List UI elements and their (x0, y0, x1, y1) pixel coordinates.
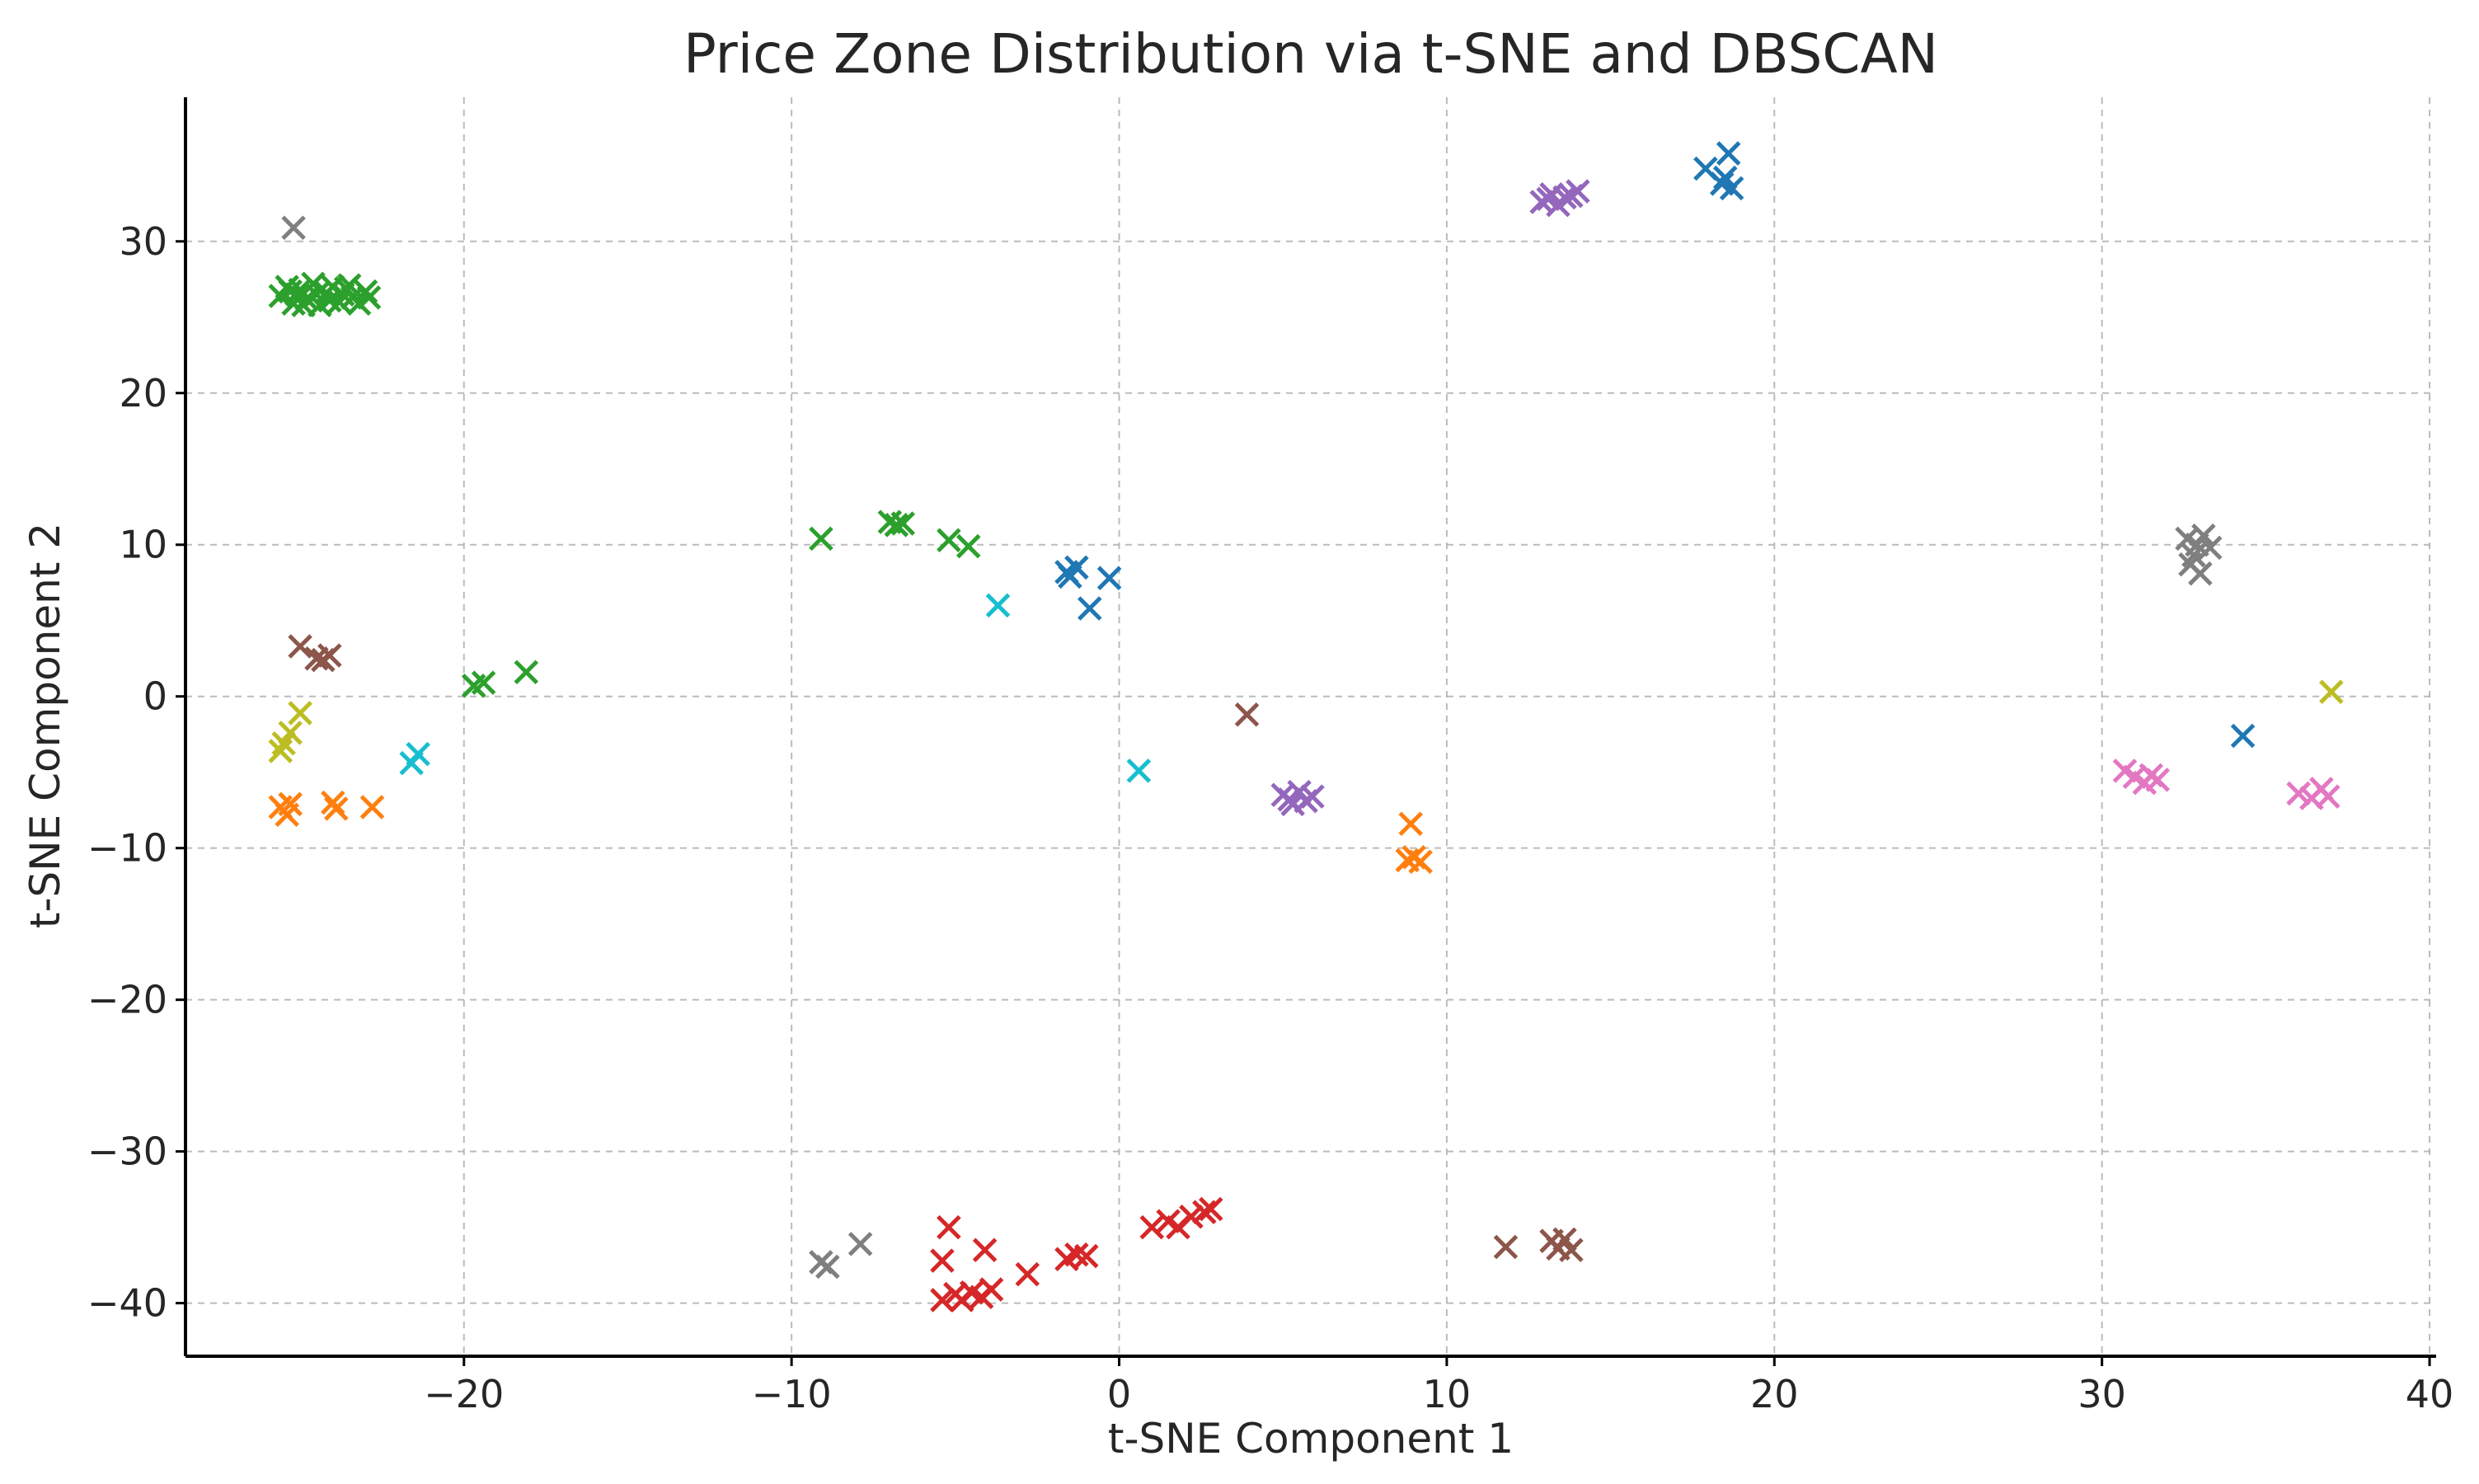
data-point (985, 593, 1011, 618)
data-point (2191, 523, 2216, 548)
y-tick-label: 10 (119, 523, 167, 567)
data-point (278, 279, 303, 304)
data-point (336, 273, 362, 298)
data-point (1300, 784, 1325, 809)
data-point (1712, 165, 1738, 190)
y-tick-label: −10 (87, 826, 167, 871)
data-point (281, 215, 306, 240)
y-tick-label: −40 (87, 1281, 167, 1326)
data-point (979, 1277, 1004, 1302)
data-point (317, 288, 342, 313)
data-point (1015, 1261, 1040, 1287)
y-tick-label: 20 (119, 371, 167, 416)
data-point (1064, 1242, 1089, 1267)
data-point (288, 701, 312, 726)
y-tick-label: −30 (87, 1129, 167, 1174)
data-point (268, 739, 293, 763)
data-point (955, 533, 981, 559)
chart-title: Price Zone Distribution via t-SNE and DB… (683, 22, 1938, 86)
series-7 (399, 593, 1152, 783)
series-2 (1054, 141, 2256, 749)
data-point (2319, 679, 2344, 704)
data-point (1493, 1234, 1519, 1260)
data-point (2145, 768, 2170, 792)
data-point (1536, 186, 1561, 212)
x-tick-label: 20 (1750, 1372, 1799, 1416)
series-8 (268, 790, 1433, 875)
data-point (311, 647, 336, 673)
y-axis-label: t-SNE Component 2 (21, 523, 69, 928)
data-point (278, 791, 303, 817)
x-tick-label: 30 (2078, 1372, 2126, 1416)
series-3 (1270, 179, 1590, 817)
y-tick-label: 0 (143, 674, 167, 719)
series-9 (930, 1196, 1223, 1313)
x-tick-label: 40 (2406, 1372, 2454, 1416)
data-point (514, 660, 539, 685)
data-point (278, 721, 303, 745)
y-tick-label: 30 (119, 219, 167, 264)
data-point (1096, 566, 1122, 590)
x-tick-label: 10 (1423, 1372, 1472, 1416)
series-4 (281, 215, 2223, 1280)
data-point (1199, 1196, 1223, 1222)
data-point (1126, 758, 1152, 783)
data-point (1074, 1243, 1099, 1269)
data-point (324, 796, 349, 821)
data-point (2286, 781, 2311, 806)
data-point (2198, 535, 2223, 561)
x-axis-label: t-SNE Component 1 (1108, 1415, 1514, 1463)
data-point (930, 1288, 955, 1313)
data-point (1277, 787, 1302, 812)
data-point (327, 289, 352, 315)
series-5 (288, 634, 1584, 1262)
data-point (1716, 141, 1741, 166)
data-point (972, 1237, 998, 1262)
data-point (1179, 1204, 1204, 1229)
data-point (884, 513, 909, 538)
data-point (471, 670, 496, 695)
data-point (1398, 811, 1423, 837)
series-6 (268, 679, 2344, 763)
data-point (1139, 1214, 1165, 1240)
data-point (1058, 564, 1082, 589)
x-tick-label: −20 (424, 1372, 504, 1416)
data-point (930, 1248, 955, 1273)
data-point (2188, 561, 2213, 586)
x-tick-label: 0 (1107, 1372, 1131, 1416)
data-point (1192, 1200, 1217, 1224)
data-point (406, 741, 430, 767)
data-point (809, 526, 833, 552)
y-tick-label: −20 (87, 978, 167, 1022)
data-point (2316, 784, 2340, 809)
data-point (1559, 1237, 1584, 1262)
data-point (356, 285, 382, 310)
data-point (847, 1232, 873, 1256)
data-point (1078, 596, 1102, 621)
data-point (890, 511, 916, 536)
data-point (937, 1214, 961, 1240)
series-1 (268, 271, 981, 698)
x-tick-label: −10 (752, 1372, 832, 1416)
data-point (1234, 702, 1260, 727)
data-point (2230, 723, 2256, 749)
data-point (1566, 179, 1590, 204)
data-point (1408, 849, 1433, 875)
data-point (359, 795, 385, 819)
data-point (815, 1254, 840, 1280)
data-point (937, 528, 961, 552)
data-point (288, 634, 312, 659)
series-10 (2112, 758, 2340, 810)
